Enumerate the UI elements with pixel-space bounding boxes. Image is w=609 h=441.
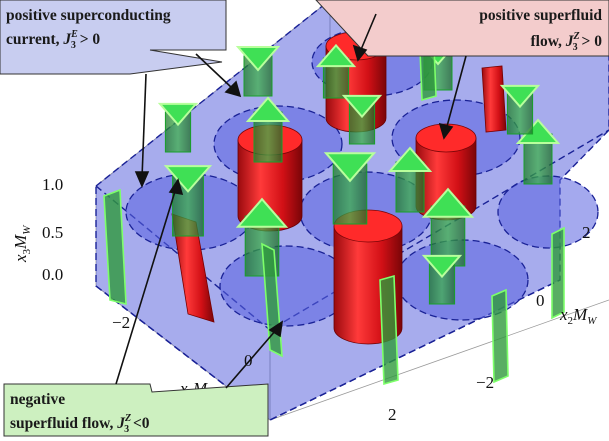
svg-text:x3MW: x3MW [11, 225, 33, 263]
green-prism [157, 102, 199, 153]
x1-tick: 2 [388, 405, 397, 424]
x1-tick: −2 [112, 313, 130, 332]
callout-superconducting: positive superconducting current, JE 3 > … [0, 0, 227, 75]
green-edge-slab [103, 188, 127, 306]
callout-superfluid-positive: positive superfluid flow, JZ 3 > 0 [315, 0, 609, 57]
svg-text:current, JE3 > 0: current, JE 3 > 0 [6, 29, 100, 51]
green-prism [341, 94, 383, 145]
svg-text:negative: negative [10, 391, 65, 408]
negative-superfluid-edge-slabs [103, 44, 565, 386]
axis-x3: 1.0 0.5 0.0 x3MW [11, 175, 63, 284]
x2-tick: −2 [476, 373, 494, 392]
x2-tick: 0 [536, 291, 545, 310]
green-prism [315, 43, 357, 99]
green-prism [499, 84, 541, 135]
x3-axis-title: x3MW [11, 225, 33, 263]
svg-text:flow, JZ3 > 0: flow, JZ 3 > 0 [530, 31, 602, 53]
red-boundary-slab [481, 65, 507, 133]
x3-tick: 0.5 [42, 223, 63, 242]
red-cylinder [415, 123, 477, 221]
green-edge-slab [379, 274, 399, 386]
negative-superfluid-prisms [157, 40, 561, 305]
green-prism [387, 146, 433, 213]
x1-tick: 0 [244, 351, 253, 370]
green-edge-slab [491, 288, 509, 384]
x2-tick: 2 [582, 223, 591, 242]
green-prism [163, 165, 213, 237]
green-prism [421, 254, 463, 305]
x3-tick: 0.0 [42, 265, 63, 284]
green-prism [323, 152, 377, 225]
green-prism [245, 96, 291, 163]
callout-arrows [115, 13, 467, 389]
green-edge-slab [551, 226, 565, 320]
x2-axis-title: x2MW [559, 305, 597, 327]
axis-x2: 2 0 −2 x2MW [476, 223, 597, 392]
svg-text:superfluid flow, JZ3 <0: superfluid flow, JZ 3 <0 [10, 413, 150, 435]
callout-superfluid-negative: negative superfluid flow, JZ 3 <0 [3, 383, 269, 437]
svg-text:positive superfluid: positive superfluid [479, 7, 602, 24]
svg-text:positive superconducting: positive superconducting [6, 7, 171, 24]
x3-tick: 1.0 [42, 175, 63, 194]
green-prism [235, 46, 281, 97]
